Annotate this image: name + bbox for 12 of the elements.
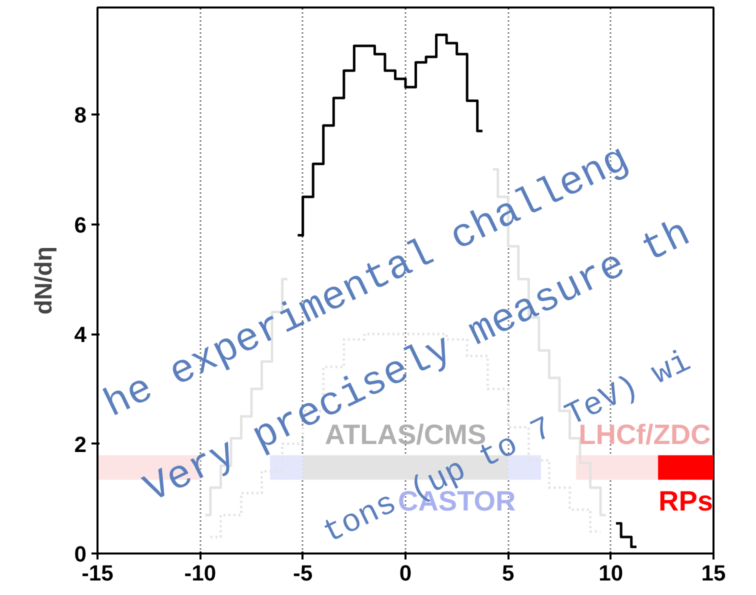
- y-tick-label: 2: [74, 432, 87, 457]
- y-tick-label: 8: [74, 102, 87, 128]
- x-tick-label: 15: [701, 560, 726, 586]
- x-tick-label: -5: [293, 560, 313, 586]
- y-tick-label: 6: [74, 212, 87, 238]
- y-tick-label: 4: [74, 322, 88, 348]
- x-tick-label: 0: [399, 560, 412, 586]
- y-axis-title: dN/dη: [30, 246, 58, 314]
- x-tick-label: 10: [598, 560, 624, 586]
- x-tick-label: 5: [502, 560, 514, 586]
- x-tick-label: -10: [184, 560, 216, 586]
- band-label: RPs: [658, 485, 714, 516]
